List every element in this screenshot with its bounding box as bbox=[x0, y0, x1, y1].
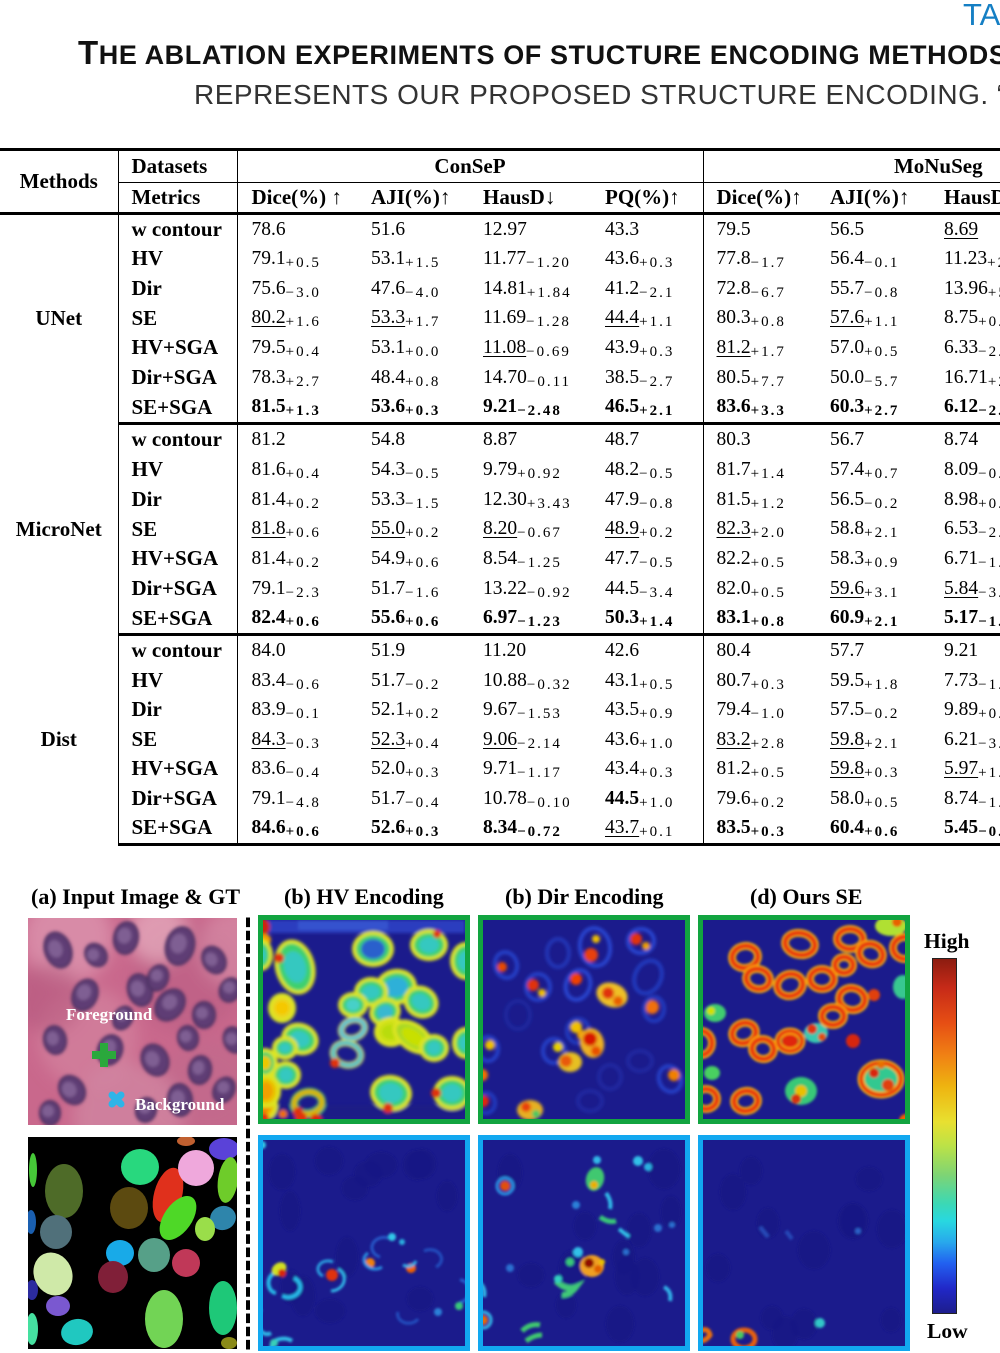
svg-text:Background: Background bbox=[135, 1095, 225, 1114]
svg-text:Foreground: Foreground bbox=[66, 1005, 153, 1024]
